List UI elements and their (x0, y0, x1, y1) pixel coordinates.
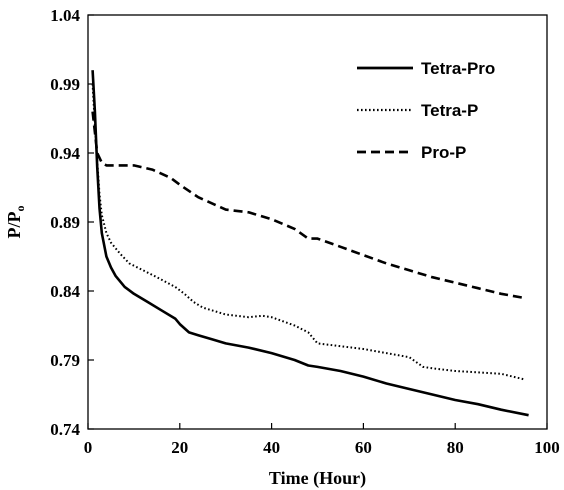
y-tick-label: 0.84 (50, 282, 80, 301)
plot-frame (87, 14, 548, 430)
x-tick-label: 80 (447, 438, 464, 457)
legend-label-pro-p: Pro-P (421, 143, 466, 162)
tick-layer: 0.74 0.79 0.84 0.89 0.94 0.99 1.04 0 20 40 60 80 100 (50, 6, 560, 457)
series-line-tetra-pro (91, 70, 529, 417)
y-tick-label: 0.94 (50, 144, 80, 163)
legend-label-tetra-pro: Tetra-Pro (421, 59, 495, 78)
y-axis-title-subscript: o (13, 206, 27, 212)
y-axis-title: P/Po (4, 206, 27, 239)
y-tick-label: 0.99 (50, 75, 80, 94)
y-tick-label: 0.79 (50, 351, 80, 370)
y-tick-label: 0.89 (50, 213, 80, 232)
x-tick-label: 60 (355, 438, 372, 457)
x-axis-title: Time (Hour) (269, 468, 366, 489)
x-tick-label: 40 (263, 438, 280, 457)
y-tick-label: 0.74 (50, 420, 80, 439)
series-line-tetra-p (91, 83, 525, 381)
series-line-pro-p (91, 111, 525, 300)
x-tick-label: 20 (171, 438, 188, 457)
y-axis-title-main: P/P (4, 212, 24, 239)
x-tick-label: 0 (84, 438, 93, 457)
x-tick-label: 100 (534, 438, 560, 457)
legend-label-tetra-p: Tetra-P (421, 101, 478, 120)
legend: Tetra-Pro Tetra-P Pro-P (357, 59, 495, 162)
y-tick-label: 1.04 (50, 6, 80, 25)
series-layer (91, 70, 529, 417)
